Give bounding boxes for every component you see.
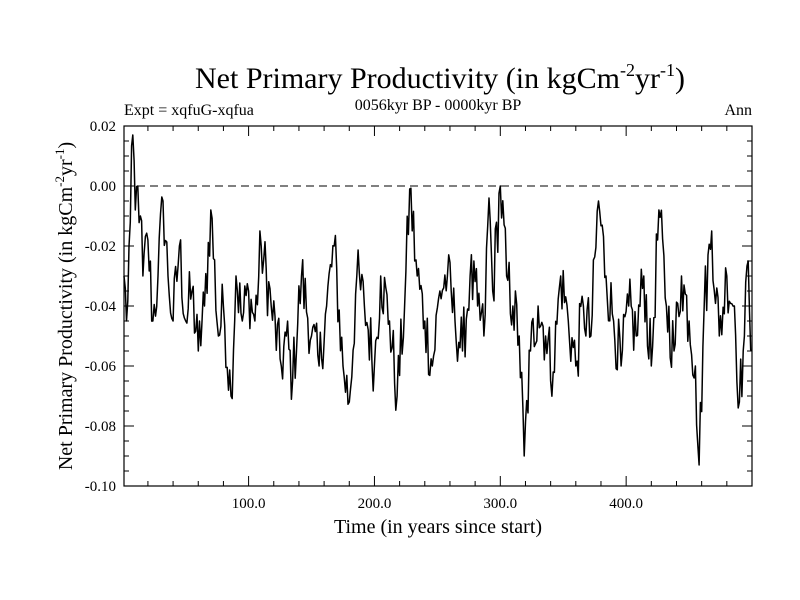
time-range-label: 0056kyr BP - 0000kyr BP <box>355 97 522 114</box>
x-tick-label: 200.0 <box>358 496 392 512</box>
chart-title: Net Primary Productivity (in kgCm-2yr-1) <box>195 60 685 95</box>
y-tick-label: 0.02 <box>90 119 116 135</box>
y-tick-label: -0.08 <box>85 419 116 435</box>
x-axis-label: Time (in years since start) <box>334 516 542 538</box>
npp-series-line <box>123 134 753 466</box>
season-label: Ann <box>724 102 752 119</box>
y-tick-label: -0.02 <box>85 239 116 255</box>
y-axis-label: Net Primary Productivity (in kgCm-2yr-1) <box>52 142 77 470</box>
y-tick-label: 0.00 <box>90 179 116 195</box>
y-tick-label: -0.06 <box>85 359 117 375</box>
x-tick-label: 100.0 <box>232 496 266 512</box>
x-tick-label: 400.0 <box>609 496 643 512</box>
y-axis: 0.02 0.00 -0.02 -0.04 -0.06 -0.08 -0.10 <box>85 119 752 495</box>
y-tick-label: -0.04 <box>85 299 117 315</box>
y-tick-label: -0.10 <box>85 479 116 495</box>
x-tick-label: 300.0 <box>483 496 517 512</box>
x-axis: 100.0 200.0 300.0 400.0 <box>147 126 728 512</box>
experiment-label: Expt = xqfuG-xqfua <box>124 102 254 119</box>
